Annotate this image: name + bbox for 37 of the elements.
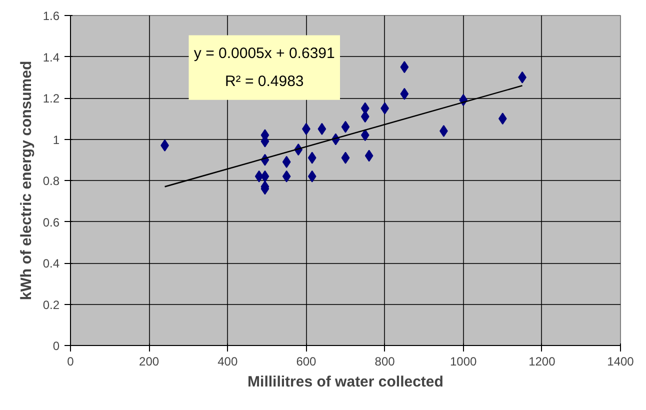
- y-tick-label: 1.6: [42, 9, 60, 23]
- x-tick-label: 1000: [450, 354, 478, 368]
- y-tick-label: 1: [52, 132, 60, 147]
- x-tick-label: 800: [374, 354, 396, 368]
- point: [254, 170, 264, 182]
- x-tick-label: 200: [139, 354, 160, 368]
- point: [364, 150, 374, 162]
- x-tick-label: 600: [296, 354, 317, 368]
- y-tick-label: 1.4: [42, 50, 60, 64]
- point: [360, 129, 370, 142]
- x-tick-label: 1400: [607, 354, 634, 368]
- y-tick-label: 0: [52, 339, 60, 353]
- x-tick-label: 400: [218, 354, 238, 368]
- point: [341, 120, 350, 133]
- x-tick-label: 1200: [528, 354, 556, 368]
- point: [440, 125, 448, 137]
- point: [282, 156, 291, 168]
- point: [400, 61, 409, 74]
- y-tick-label: 0.6: [42, 215, 60, 230]
- x-tick-label: 0: [67, 354, 74, 368]
- point: [260, 170, 270, 182]
- point: [498, 112, 507, 125]
- point: [318, 122, 326, 135]
- point: [341, 152, 350, 164]
- point: [400, 88, 409, 100]
- point: [308, 170, 316, 182]
- annotation: R² = 0.4983: [224, 73, 304, 90]
- y-tick-label: 0.8: [42, 174, 60, 188]
- y-tick-label: 0.2: [42, 298, 60, 312]
- y-axis-title: kWh of electric energy consumed: [18, 60, 35, 300]
- y-tick-label: 0.4: [42, 256, 60, 270]
- y-tick-label: 1.2: [42, 92, 60, 106]
- point: [308, 152, 316, 164]
- point: [282, 170, 291, 182]
- annotation: y = 0.0005x + 0.6391: [194, 45, 335, 62]
- x-axis-title: Millilitres of water collected: [248, 374, 444, 390]
- point: [360, 110, 370, 123]
